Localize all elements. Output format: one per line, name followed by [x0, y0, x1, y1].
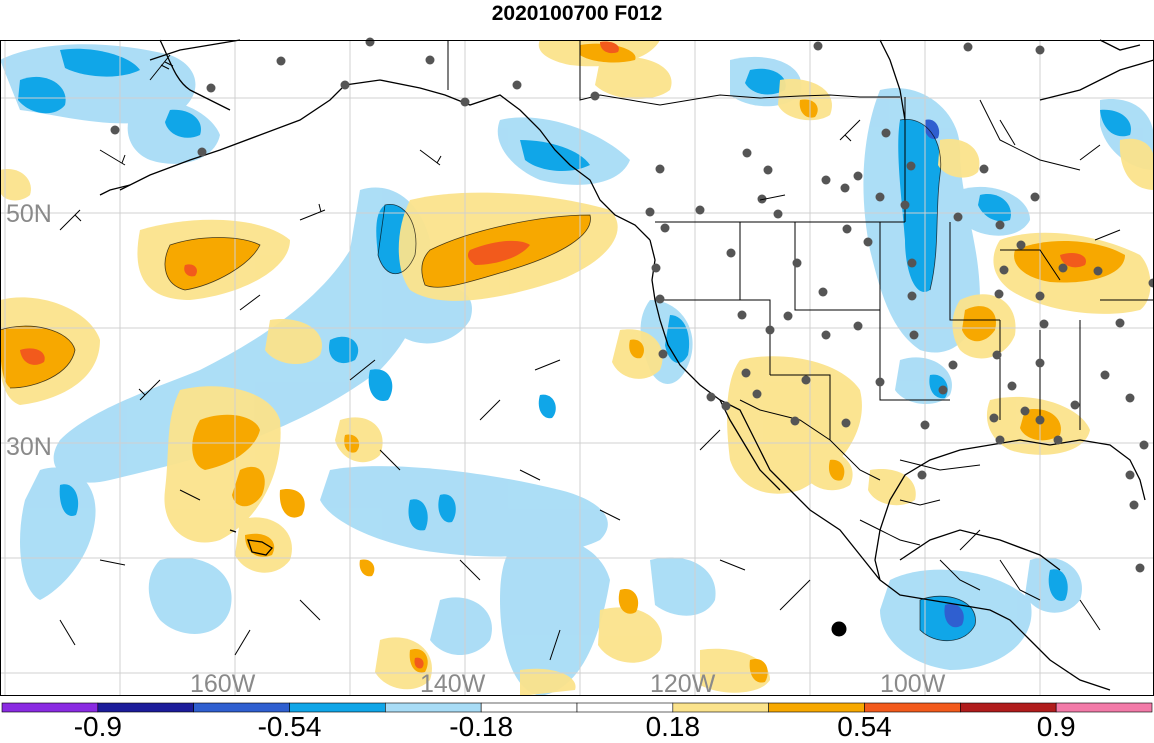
colorbar-tick-label: -0.18 [449, 711, 513, 743]
lon-label-100w: 100W [880, 670, 946, 698]
colorbar-tick-label: 0.18 [646, 711, 701, 743]
map-panel: 50N 30N 160W 140W 120W 100W [0, 38, 1154, 699]
highlight-station-marker [832, 622, 847, 637]
lon-label-120w: 120W [650, 670, 716, 698]
colorbar-tick-label: -0.9 [74, 711, 122, 743]
lat-label-30n: 30N [6, 433, 52, 461]
colorbar-tick-label: 0.54 [837, 711, 892, 743]
colorbar-tick-label: -0.54 [258, 711, 322, 743]
colorbar-tick-label: 0.9 [1037, 711, 1076, 743]
lon-label-140w: 140W [420, 670, 486, 698]
colorbar [2, 703, 1152, 712]
lat-label-50n: 50N [6, 200, 52, 228]
lon-label-160w: 160W [190, 670, 256, 698]
